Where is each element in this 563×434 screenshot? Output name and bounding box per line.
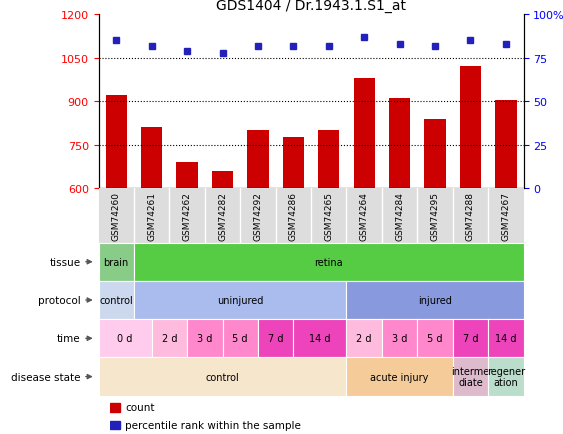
Text: 5 d: 5 d [427, 334, 443, 343]
Bar [283, 138, 304, 189]
Text: 3 d: 3 d [197, 334, 212, 343]
Text: GSM74264: GSM74264 [360, 191, 369, 240]
Text: 2 d: 2 d [162, 334, 177, 343]
Bar [106, 96, 127, 189]
Text: retina: retina [315, 257, 343, 267]
Text: 7 d: 7 d [268, 334, 283, 343]
Text: control: control [205, 372, 239, 381]
Bar [354, 79, 375, 189]
Bar [318, 131, 339, 189]
Text: interme
diate: interme diate [452, 366, 490, 388]
Text: 7 d: 7 d [463, 334, 478, 343]
Bar [247, 131, 269, 189]
Text: GSM74267: GSM74267 [502, 191, 511, 240]
Text: acute injury: acute injury [370, 372, 429, 381]
Text: time: time [57, 334, 81, 343]
Text: uninjured: uninjured [217, 296, 263, 305]
Text: GSM74282: GSM74282 [218, 191, 227, 240]
Text: 5 d: 5 d [233, 334, 248, 343]
Text: GSM74262: GSM74262 [182, 191, 191, 240]
Bar [212, 171, 233, 189]
Bar [495, 101, 516, 189]
Bar [110, 421, 119, 429]
Text: regener
ation: regener ation [487, 366, 525, 388]
Text: GSM74284: GSM74284 [395, 191, 404, 240]
Text: GSM74286: GSM74286 [289, 191, 298, 240]
Bar [141, 128, 162, 189]
Text: 14 d: 14 d [495, 334, 517, 343]
Bar [110, 403, 119, 412]
Text: 2 d: 2 d [356, 334, 372, 343]
Bar [389, 99, 410, 189]
Text: brain: brain [104, 257, 129, 267]
Text: 3 d: 3 d [392, 334, 407, 343]
Text: control: control [99, 296, 133, 305]
Text: tissue: tissue [50, 257, 81, 267]
Text: GSM74295: GSM74295 [431, 191, 440, 240]
Text: GSM74261: GSM74261 [147, 191, 156, 240]
Text: count: count [125, 403, 155, 412]
Text: GSM74265: GSM74265 [324, 191, 333, 240]
Bar [176, 163, 198, 189]
Text: GSM74292: GSM74292 [253, 191, 262, 240]
Bar [425, 119, 446, 189]
Text: percentile rank within the sample: percentile rank within the sample [125, 420, 301, 430]
Text: protocol: protocol [38, 296, 81, 305]
Text: 14 d: 14 d [309, 334, 330, 343]
Title: GDS1404 / Dr.1943.1.S1_at: GDS1404 / Dr.1943.1.S1_at [216, 0, 406, 13]
Text: GSM74260: GSM74260 [111, 191, 120, 240]
Text: GSM74288: GSM74288 [466, 191, 475, 240]
Bar [460, 67, 481, 189]
Text: 0 d: 0 d [118, 334, 133, 343]
Text: disease state: disease state [11, 372, 81, 381]
Text: injured: injured [418, 296, 452, 305]
